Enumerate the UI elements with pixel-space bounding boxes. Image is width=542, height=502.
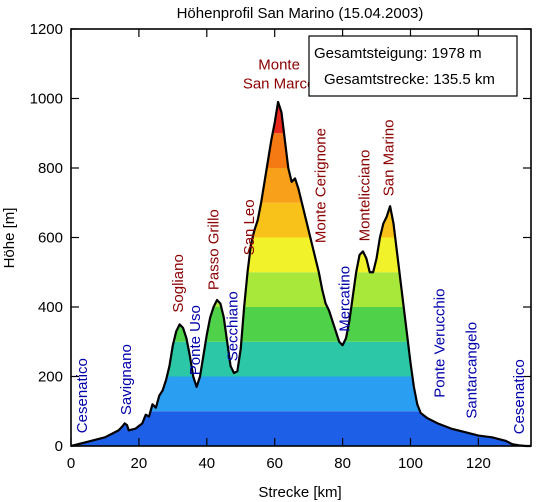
x-tick-label: 60 xyxy=(266,455,283,472)
place-label-10: Montelicciano xyxy=(357,150,374,242)
place-label-7-line-1: San Marco xyxy=(243,76,316,93)
stats-box: Gesamtsteigung: 1978 m Gesamtstrecke: 13… xyxy=(308,35,518,97)
x-axis-label: Strecke [km] xyxy=(258,484,341,501)
x-tick-label: 0 xyxy=(67,455,75,472)
place-label-3: Ponte Uso xyxy=(187,305,204,375)
x-tick-label: 40 xyxy=(198,455,215,472)
stats-box-frame xyxy=(308,35,518,97)
y-tick-label: 1000 xyxy=(30,91,63,108)
y-tick-label: 600 xyxy=(38,230,63,247)
place-label-9: Mercatino xyxy=(336,266,353,332)
elevation-band-1 xyxy=(71,376,531,412)
elevation-band-6 xyxy=(71,202,531,238)
place-label-5: Secchiano xyxy=(224,291,241,361)
elevation-bands xyxy=(71,101,531,446)
x-tick-label: 80 xyxy=(334,455,351,472)
profile-outline xyxy=(70,100,531,448)
elevation-band-8 xyxy=(71,133,531,168)
place-label-6: San Leo xyxy=(241,199,258,255)
y-axis-label: Höhe [m] xyxy=(1,208,18,269)
stats-gain: Gesamtsteigung: 1978 m xyxy=(314,45,482,62)
elevation-band-4 xyxy=(71,272,531,307)
y-tick-label: 400 xyxy=(38,299,63,316)
elevation-band-5 xyxy=(71,237,531,273)
y-tick-label: 200 xyxy=(38,369,63,386)
y-axis-ticks: 0 200 400 600 800 1000 1200 xyxy=(30,21,531,455)
place-label-13: Santarcangelo xyxy=(464,322,481,419)
stats-distance: Gesamtstrecke: 135.5 km xyxy=(324,71,495,88)
place-label-1: Savignano xyxy=(118,344,135,415)
y-tick-label: 1200 xyxy=(30,21,63,38)
place-label-4: Passo Grillo xyxy=(206,209,223,290)
place-label-14: Cesenatico xyxy=(511,359,528,434)
chart-title: Höhenprofil San Marino (15.04.2003) xyxy=(177,5,424,22)
y-tick-label: 800 xyxy=(38,160,63,177)
x-tick-label: 120 xyxy=(466,455,491,472)
elevation-band-2 xyxy=(71,341,531,377)
x-axis-ticks: 0 20 40 60 80 100 120 xyxy=(67,29,491,472)
elevation-band-0 xyxy=(71,411,531,446)
elevation-band-3 xyxy=(71,307,531,342)
place-label-8: Monte Cerignone xyxy=(313,128,330,243)
elevation-band-9 xyxy=(71,101,531,134)
place-label-12: Ponte Verucchio xyxy=(431,289,448,398)
place-label-11: San Marino xyxy=(380,119,397,196)
x-tick-label: 100 xyxy=(398,455,423,472)
place-label-7-line-0: Monte xyxy=(258,57,300,74)
x-tick-label: 20 xyxy=(131,455,148,472)
place-label-2: Sogliano xyxy=(170,254,187,312)
y-tick-label: 0 xyxy=(55,438,63,455)
place-label-0: Cesenatico xyxy=(74,358,91,433)
